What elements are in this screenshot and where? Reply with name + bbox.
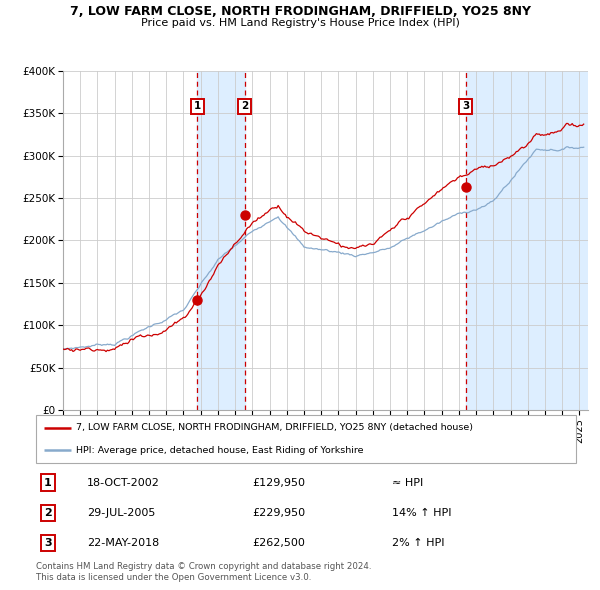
Text: 1: 1	[194, 101, 201, 112]
Text: 2: 2	[241, 101, 248, 112]
Bar	[466, 71, 588, 410]
Text: 18-OCT-2002: 18-OCT-2002	[88, 477, 160, 487]
Text: Contains HM Land Registry data © Crown copyright and database right 2024.: Contains HM Land Registry data © Crown c…	[36, 562, 371, 571]
Text: 7, LOW FARM CLOSE, NORTH FRODINGHAM, DRIFFIELD, YO25 8NY: 7, LOW FARM CLOSE, NORTH FRODINGHAM, DRI…	[70, 5, 530, 18]
Text: 29-JUL-2005: 29-JUL-2005	[88, 508, 155, 518]
Bar	[197, 71, 245, 410]
Text: 7, LOW FARM CLOSE, NORTH FRODINGHAM, DRIFFIELD, YO25 8NY (detached house): 7, LOW FARM CLOSE, NORTH FRODINGHAM, DRI…	[77, 424, 473, 432]
Text: £129,950: £129,950	[252, 477, 305, 487]
Text: £262,500: £262,500	[252, 538, 305, 548]
Text: £229,950: £229,950	[252, 508, 305, 518]
Text: Price paid vs. HM Land Registry's House Price Index (HPI): Price paid vs. HM Land Registry's House …	[140, 18, 460, 28]
Text: 14% ↑ HPI: 14% ↑ HPI	[392, 508, 452, 518]
Text: 2: 2	[44, 508, 52, 518]
Text: 2% ↑ HPI: 2% ↑ HPI	[392, 538, 445, 548]
Text: 1: 1	[44, 477, 52, 487]
Text: 3: 3	[462, 101, 469, 112]
Text: HPI: Average price, detached house, East Riding of Yorkshire: HPI: Average price, detached house, East…	[77, 445, 364, 454]
FancyBboxPatch shape	[36, 415, 576, 463]
Text: ≈ HPI: ≈ HPI	[392, 477, 424, 487]
Text: This data is licensed under the Open Government Licence v3.0.: This data is licensed under the Open Gov…	[36, 573, 311, 582]
Text: 3: 3	[44, 538, 52, 548]
Text: 22-MAY-2018: 22-MAY-2018	[88, 538, 160, 548]
